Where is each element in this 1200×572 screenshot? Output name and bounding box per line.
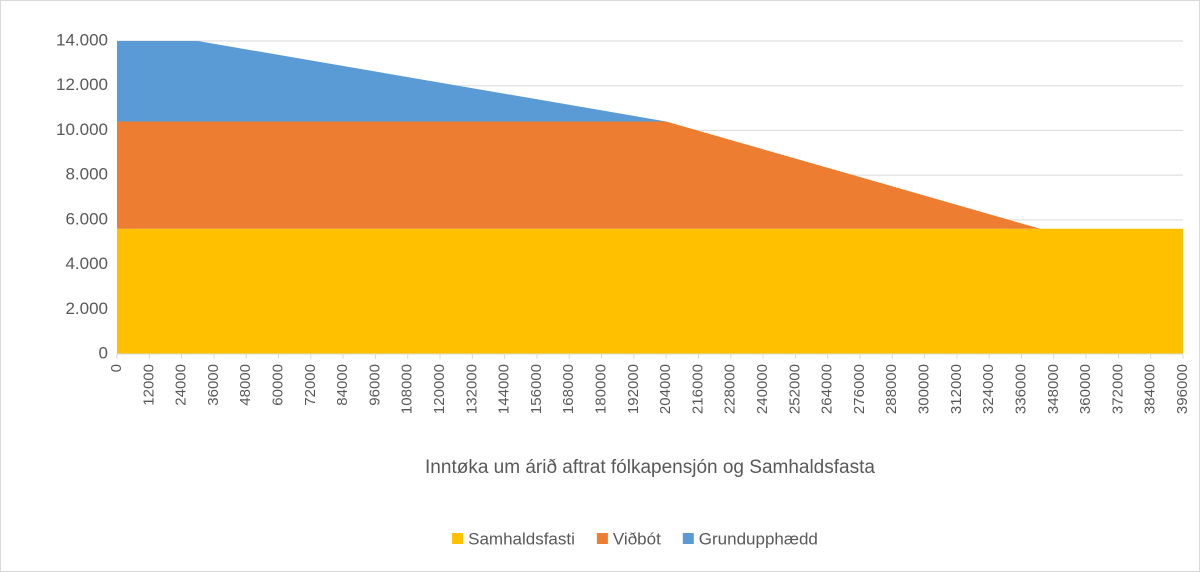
x-tick-label: 204000: [657, 364, 674, 414]
x-tick-label: 24000: [173, 364, 190, 406]
y-tick-label: 12.000: [56, 75, 108, 94]
area: [117, 41, 1183, 229]
legend-swatch: [596, 533, 608, 544]
x-tick-label: 396000: [1174, 364, 1191, 414]
x-tick-label: 276000: [851, 364, 868, 414]
x-tick-label: 168000: [560, 364, 577, 414]
x-tick-label: 336000: [1012, 364, 1029, 414]
x-tick-label: 372000: [1109, 364, 1126, 414]
legend-swatch: [452, 533, 464, 544]
x-tick-label: 12000: [140, 364, 157, 406]
x-tick-label: 312000: [948, 364, 965, 414]
x-tick-label: 36000: [205, 364, 222, 406]
area: [117, 121, 1183, 229]
y-tick-label: 6.000: [65, 209, 108, 228]
x-tick-label: 120000: [431, 364, 448, 414]
y-tick-label: 14.000: [56, 30, 108, 49]
x-tick-label: 156000: [528, 364, 545, 414]
y-tick-label: 0: [99, 343, 108, 362]
legend-label: Grundupphædd: [699, 529, 818, 548]
legend-swatch: [682, 533, 694, 544]
y-tick-label: 4.000: [65, 254, 108, 273]
x-tick-label: 216000: [689, 364, 706, 414]
y-tick-label: 2.000: [65, 299, 108, 318]
y-tick-label: 10.000: [56, 120, 108, 139]
x-tick-label: 96000: [366, 364, 383, 406]
x-tick-label: 72000: [302, 364, 319, 406]
x-tick-label: 324000: [980, 364, 997, 414]
x-tick-label: 348000: [1045, 364, 1062, 414]
x-tick-label: 300000: [916, 364, 933, 414]
x-tick-label: 228000: [722, 364, 739, 414]
x-tick-label: 288000: [883, 364, 900, 414]
x-tick-label: 384000: [1142, 364, 1159, 414]
x-tick-label: 360000: [1077, 364, 1094, 414]
legend: Samhaldsfasti Viðbót Grundupphædd: [452, 529, 818, 548]
x-tick-label: 108000: [399, 364, 416, 414]
x-axis-title: Inntøka um árið aftrat fólkapensjón og S…: [425, 457, 875, 478]
legend-label: Samhaldsfasti: [468, 529, 575, 548]
x-tick-label: 264000: [819, 364, 836, 414]
area: [117, 228, 1183, 354]
x-tick-label: 192000: [625, 364, 642, 414]
y-tick-label: 8.000: [65, 165, 108, 184]
x-tick-label: 144000: [496, 364, 513, 414]
x-tick-label: 180000: [593, 364, 610, 414]
x-tick-label: 0: [108, 364, 125, 372]
x-tick-label: 60000: [269, 364, 286, 406]
x-tick-label: 84000: [334, 364, 351, 406]
x-tick-label: 240000: [754, 364, 771, 414]
x-tick-label: 48000: [237, 364, 254, 406]
x-tick-label: 252000: [786, 364, 803, 414]
x-tick-label: 132000: [463, 364, 480, 414]
legend-label: Viðbót: [613, 529, 661, 548]
